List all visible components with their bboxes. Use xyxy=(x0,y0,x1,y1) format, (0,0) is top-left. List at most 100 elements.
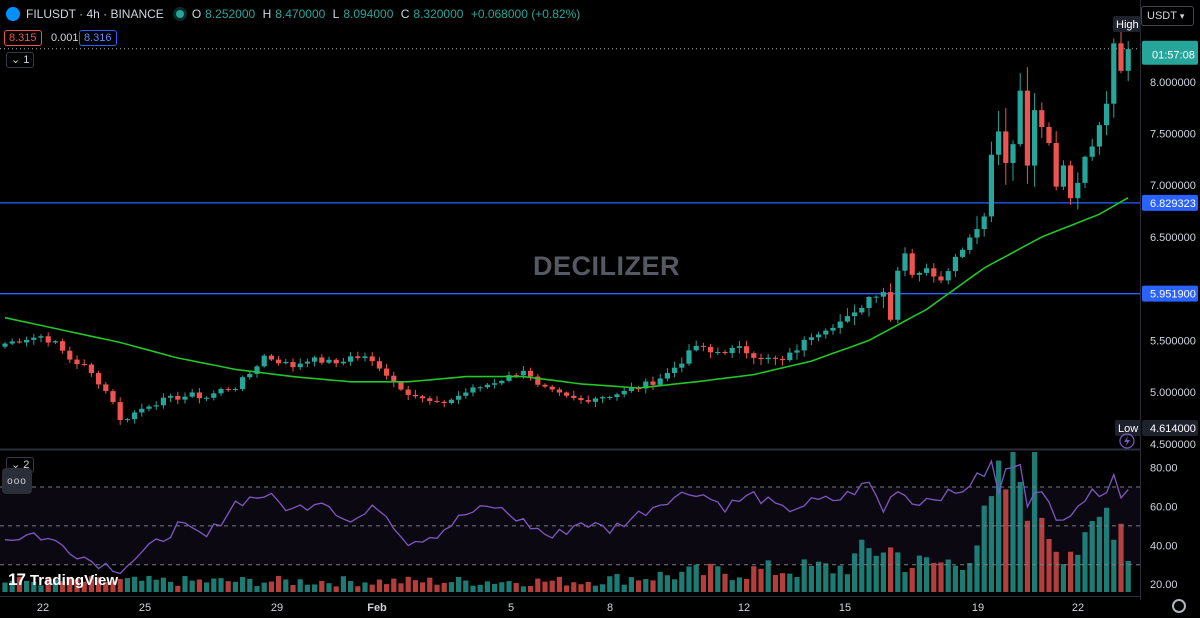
tradingview-logo[interactable]: 17 TradingView xyxy=(8,570,119,589)
volume-bar xyxy=(225,581,231,592)
candle-body xyxy=(204,397,210,399)
volume-bar xyxy=(981,505,987,592)
volume-bar xyxy=(542,581,548,592)
candle xyxy=(45,332,51,347)
candle xyxy=(1046,122,1052,146)
candle xyxy=(830,324,836,335)
rsi-line xyxy=(4,459,1129,575)
candle-body xyxy=(362,356,368,359)
volume-bar xyxy=(808,566,814,592)
open-value: 8.252000 xyxy=(205,7,256,21)
candle-body xyxy=(1032,110,1038,166)
candle xyxy=(916,271,922,282)
candle xyxy=(722,350,728,355)
volume-bar xyxy=(117,579,123,592)
candle-body xyxy=(211,393,217,398)
candle xyxy=(1111,38,1117,118)
high-value: 8.470000 xyxy=(275,7,326,21)
candle-body xyxy=(578,397,584,401)
candle xyxy=(535,374,541,387)
candle xyxy=(182,392,188,404)
volume-bar xyxy=(484,581,490,592)
buy-price-button[interactable]: 8.316 xyxy=(79,30,117,46)
candle-body xyxy=(758,357,764,360)
rsi-tick-label: 20.00 xyxy=(1150,579,1178,591)
candle xyxy=(420,395,426,403)
candle xyxy=(189,388,195,398)
chart-legend: FILUSDT · 4h · BINANCE O 8.252000 H 8.4700… xyxy=(0,0,584,28)
volume-bar xyxy=(232,581,238,592)
candle xyxy=(837,314,843,334)
candle xyxy=(9,338,15,345)
volume-bar xyxy=(1039,517,1045,592)
volume-bar xyxy=(1024,520,1030,592)
volume-bar xyxy=(859,539,865,592)
volume-bar xyxy=(16,576,22,592)
symbol-title[interactable]: FILUSDT · 4h · BINANCE xyxy=(26,7,164,21)
candle-body xyxy=(254,366,260,374)
volume-bar xyxy=(88,576,94,592)
candle xyxy=(938,271,944,284)
price-tick-label: 5.500000 xyxy=(1150,335,1196,347)
candle xyxy=(607,395,613,401)
candle xyxy=(693,340,699,352)
candle-body xyxy=(1104,103,1110,126)
candle-body xyxy=(225,389,231,391)
candle xyxy=(621,386,627,398)
volume-bar xyxy=(873,555,879,592)
gear-icon[interactable] xyxy=(1172,599,1186,613)
candle-body xyxy=(1010,144,1016,163)
candle xyxy=(1003,108,1009,185)
candle-body xyxy=(1046,126,1052,143)
volume-bar xyxy=(132,576,138,592)
candle-body xyxy=(621,390,627,395)
candle-body xyxy=(88,364,94,374)
volume-bar xyxy=(1082,532,1088,592)
candle xyxy=(700,342,706,352)
candle-body xyxy=(1053,142,1059,187)
candle-body xyxy=(981,216,987,230)
volume-bar xyxy=(24,580,30,592)
volume-bar xyxy=(96,577,102,592)
currency-select[interactable]: USDT ▾ xyxy=(1141,6,1194,26)
candle-body xyxy=(110,391,116,403)
volume-bar xyxy=(607,576,613,592)
time-tick-label: 15 xyxy=(839,602,851,614)
candle xyxy=(326,356,332,365)
candle-body xyxy=(45,336,51,343)
candle-body xyxy=(564,392,570,396)
candle xyxy=(412,389,418,399)
candle xyxy=(232,387,238,392)
candle-body xyxy=(506,375,512,381)
volume-bar xyxy=(765,560,771,592)
volume-bar xyxy=(830,573,836,592)
volume-bar xyxy=(355,586,361,592)
candle-body xyxy=(196,392,202,399)
candle-body xyxy=(1075,182,1081,199)
spread-value: 0.001 xyxy=(51,32,79,44)
volume-bar xyxy=(628,577,634,592)
main-pane-collapse-button[interactable]: ⌄ 1 xyxy=(6,52,35,68)
more-options-button[interactable]: ooo xyxy=(2,468,32,494)
volume-bar xyxy=(679,571,685,592)
candle-body xyxy=(945,271,951,281)
candle xyxy=(16,338,22,344)
volume-bar xyxy=(1010,452,1016,592)
candle xyxy=(81,359,87,367)
sell-price-button[interactable]: 8.315 xyxy=(4,30,42,46)
candle-body xyxy=(715,351,721,353)
candle-body xyxy=(384,368,390,376)
volume-bar xyxy=(333,586,339,592)
time-tick-label: 8 xyxy=(607,602,613,614)
rsi-tick-label: 80.00 xyxy=(1150,463,1178,475)
candle-body xyxy=(808,337,814,340)
volume-bar xyxy=(369,584,375,592)
candle xyxy=(427,396,433,405)
candle xyxy=(384,363,390,380)
candle-body xyxy=(873,296,879,298)
candle-body xyxy=(679,363,685,368)
volume-bar xyxy=(988,496,994,592)
candle xyxy=(1017,73,1023,147)
candle-body xyxy=(103,384,109,392)
